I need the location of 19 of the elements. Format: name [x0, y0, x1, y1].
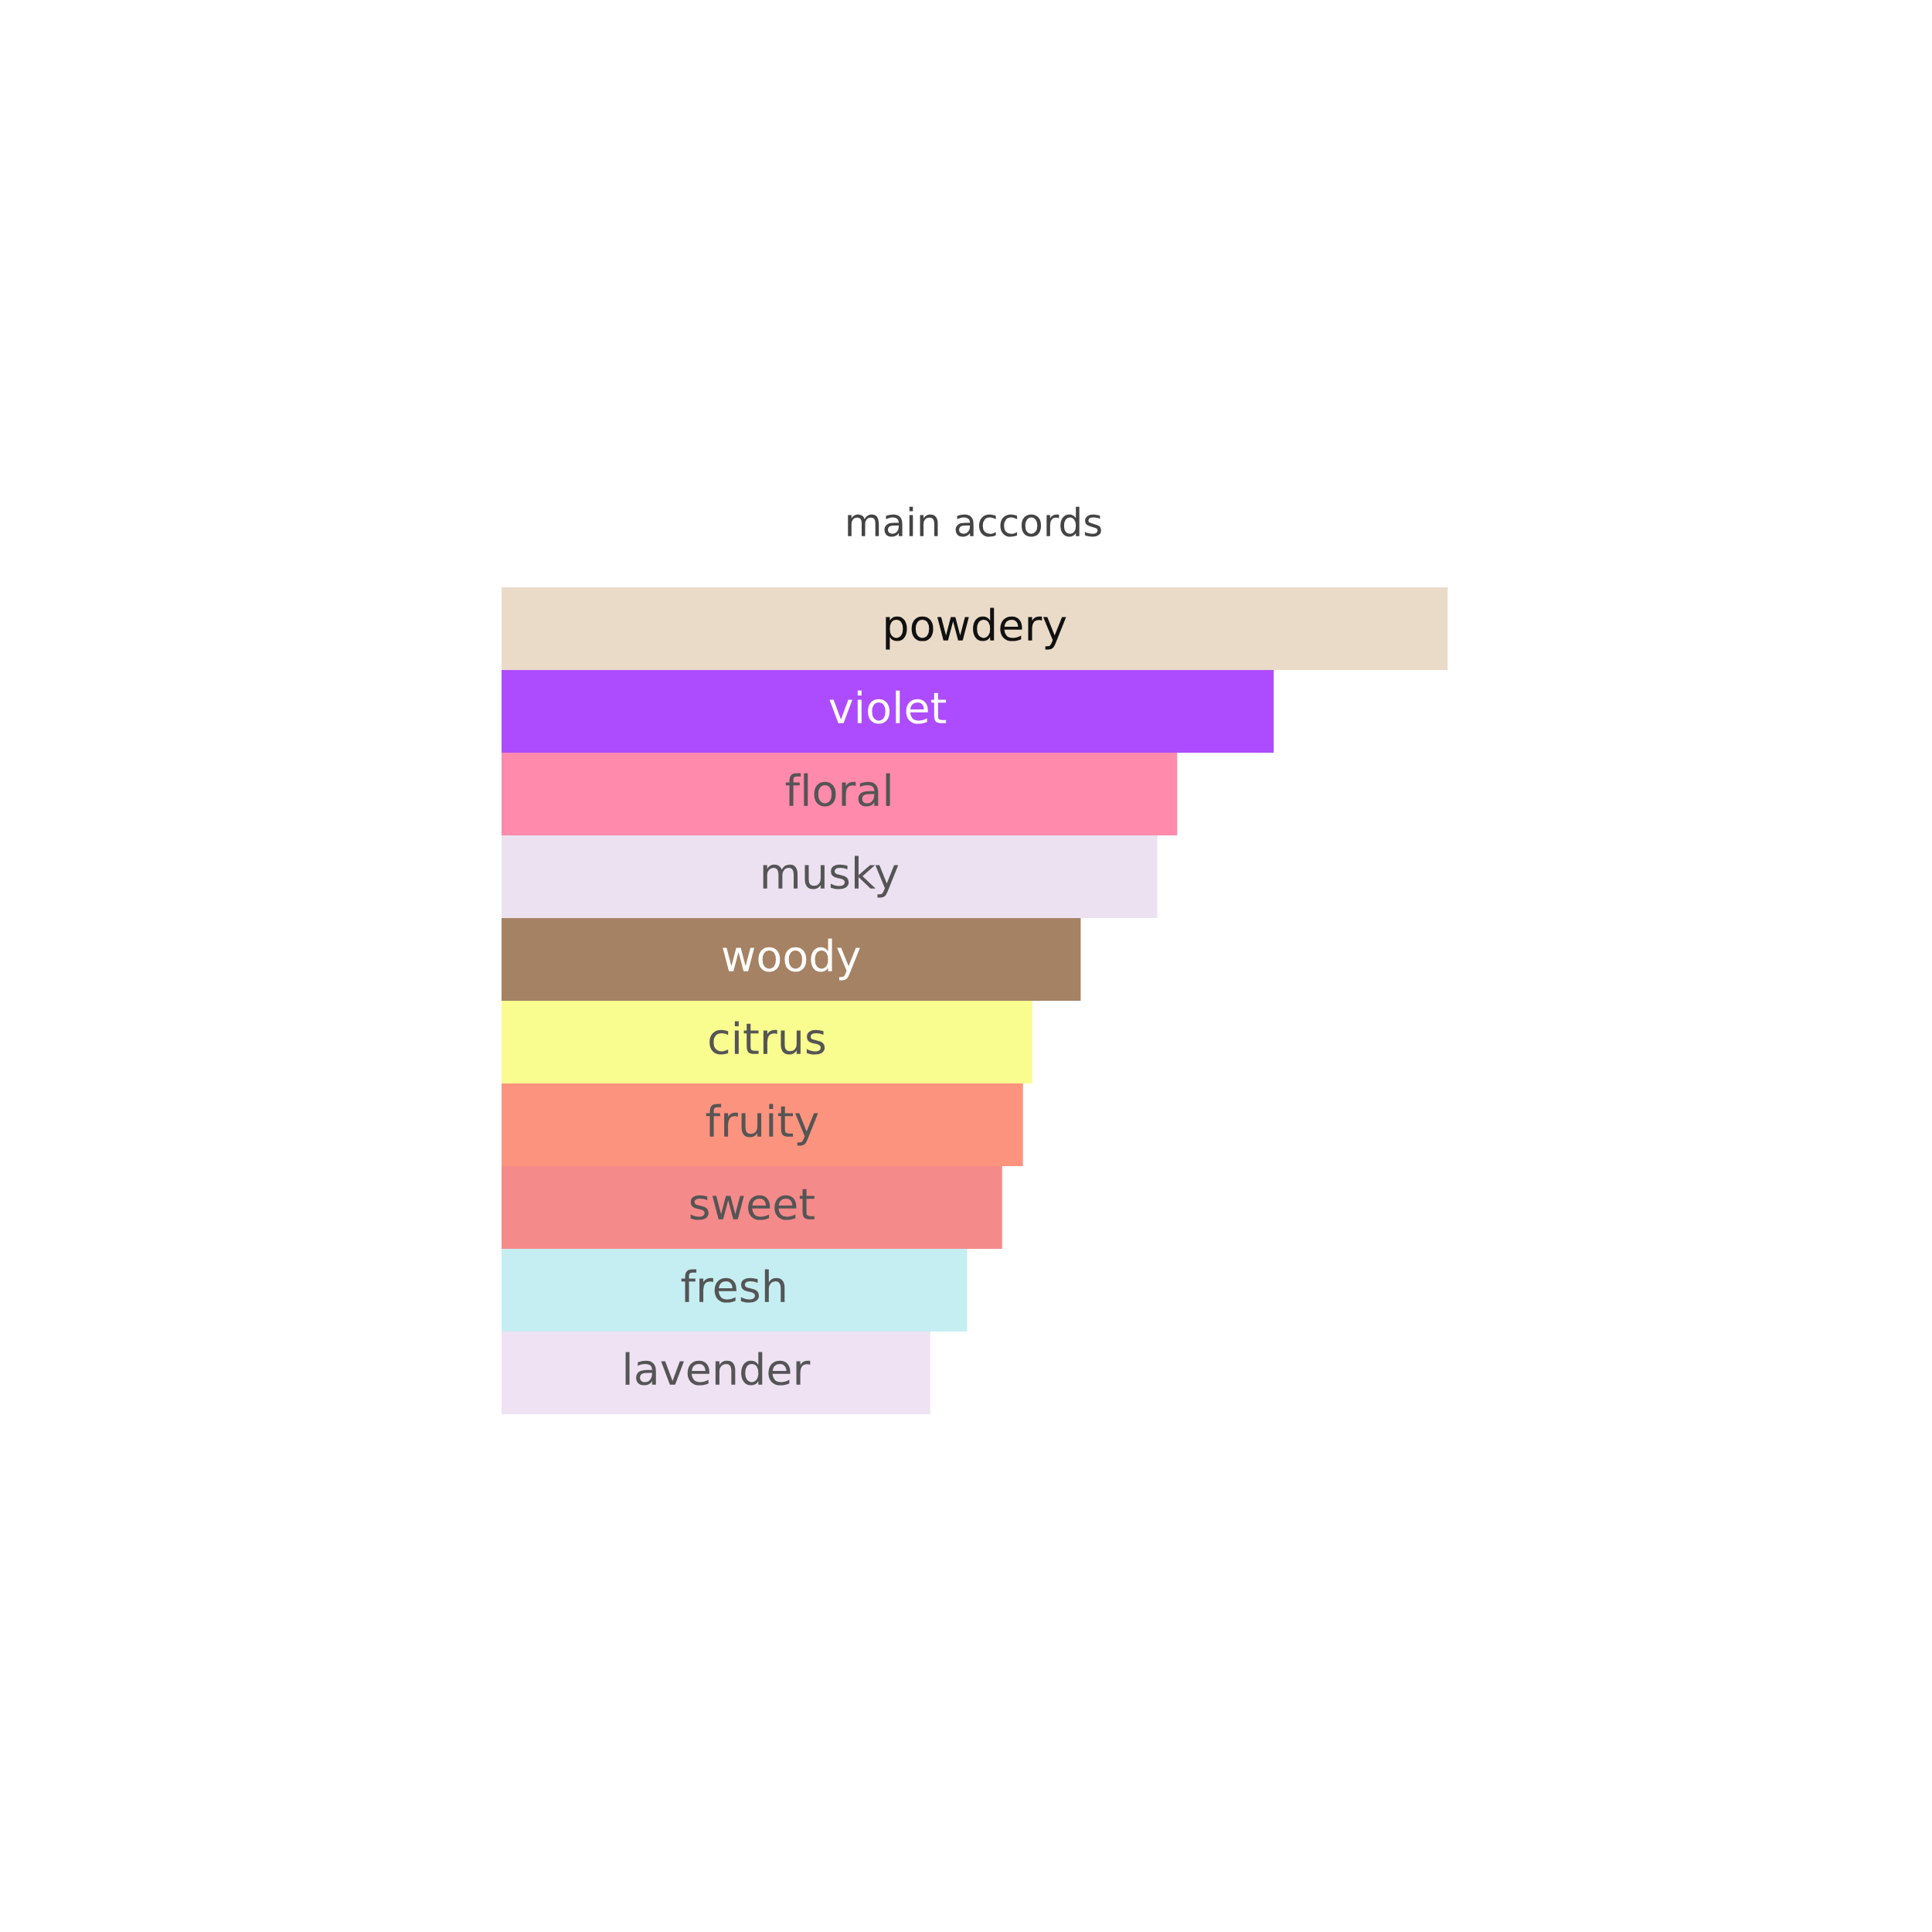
bar [502, 1249, 968, 1332]
bar [502, 753, 1178, 835]
chart-title: main accords [848, 506, 1101, 537]
y-tick-label: woody [723, 938, 860, 981]
y-tick-label: fruity [706, 1104, 818, 1146]
y-tick-label: sweet [690, 1189, 815, 1220]
y-tick-label: floral [785, 773, 890, 807]
bar [502, 1332, 930, 1414]
y-tick-label: violet [829, 690, 947, 724]
bar [502, 587, 1448, 670]
bar [502, 835, 1158, 918]
y-tick-label: musky [763, 855, 899, 898]
bar [502, 1001, 1032, 1083]
y-tick-label: fresh [681, 1269, 785, 1303]
y-tick-label: lavender [625, 1352, 811, 1386]
bar [502, 670, 1274, 753]
bar [502, 918, 1081, 1001]
y-tick-label: powdery [886, 607, 1066, 650]
y-tick-label: citrus [709, 1021, 825, 1055]
